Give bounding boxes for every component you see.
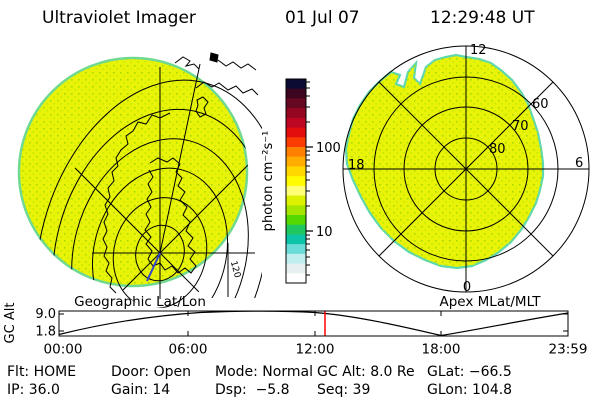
meridian-longitude-label: 120 xyxy=(228,260,242,279)
colorbar-tick-10: 10 xyxy=(316,225,333,240)
ip-status: IP: 36.0 xyxy=(7,382,60,398)
glon-status: GLon: 104.8 xyxy=(427,382,513,398)
strip-chart-frame xyxy=(58,310,569,337)
gc-alt-status: GC Alt: 8.0 Re xyxy=(317,364,415,380)
polar-labels: 12 6 0 18 80 70 60 xyxy=(348,43,583,295)
xtick-2359: 23:59 xyxy=(549,342,588,358)
xtick-0000: 00:00 xyxy=(44,342,83,358)
colorbar-major-ticks xyxy=(306,146,313,232)
ytick-9: 9.0 xyxy=(35,307,56,322)
strip-title-right: Apex MLat/MLT xyxy=(440,294,542,310)
mlt-0-label: 0 xyxy=(463,280,471,295)
mlat-80-label: 80 xyxy=(489,142,506,157)
time-axis-labels: 00:00 06:00 12:00 18:00 23:59 xyxy=(44,342,588,358)
mlt-18-label: 18 xyxy=(348,158,365,173)
seq-status: Seq: 39 xyxy=(317,382,371,398)
strip-ylabel: GC Alt xyxy=(3,303,18,344)
colorbar-frame xyxy=(285,78,307,284)
mlat-60-label: 60 xyxy=(532,97,549,112)
gc-alt-strip-chart: Geographic Lat/Lon Apex MLat/MLT 9.0 1.8… xyxy=(3,294,587,358)
colorbar: 100 10 photon cm⁻²s⁻¹ xyxy=(261,78,341,284)
time-ut-label: 12:29:48 UT xyxy=(430,8,535,28)
glat-status: GLat: −66.5 xyxy=(427,364,512,380)
uv-image-speckle xyxy=(20,59,246,285)
geographic-grid xyxy=(34,63,262,308)
ytick-1-8: 1.8 xyxy=(35,325,56,340)
xtick-1200: 12:00 xyxy=(296,342,335,358)
track-segment xyxy=(146,252,161,282)
mlat-70-label: 70 xyxy=(512,119,529,134)
colorbar-tick-100: 100 xyxy=(316,141,341,156)
colorbar-bands xyxy=(286,79,306,284)
xtick-0600: 06:00 xyxy=(169,342,208,358)
apex-polar-panel: 12 6 0 18 80 70 60 xyxy=(342,43,590,295)
strip-axis-ticks xyxy=(59,311,568,336)
gain-status: Gain: 14 xyxy=(111,382,171,398)
coastline-overlay xyxy=(102,52,259,294)
date-label: 01 Jul 07 xyxy=(285,8,360,28)
island-mark xyxy=(209,52,219,63)
mlt-6-label: 6 xyxy=(575,156,583,171)
colorbar-minor-ticks xyxy=(306,81,310,276)
flt-status: Flt: HOME xyxy=(7,364,77,380)
polar-grid xyxy=(342,45,590,293)
geographic-image-panel: 120 xyxy=(17,52,262,308)
xtick-1800: 18:00 xyxy=(422,342,461,358)
door-status: Door: Open xyxy=(111,364,191,380)
page-title: Ultraviolet Imager xyxy=(42,8,196,28)
colorbar-units-label: photon cm⁻²s⁻¹ xyxy=(261,131,276,232)
mlt-12-label: 12 xyxy=(470,43,487,58)
strip-title-left: Geographic Lat/Lon xyxy=(74,294,206,310)
dsp-status: Dsp: −5.8 xyxy=(215,382,290,398)
mode-status: Mode: Normal xyxy=(215,364,313,380)
uv-aurora-speckle xyxy=(346,55,543,268)
